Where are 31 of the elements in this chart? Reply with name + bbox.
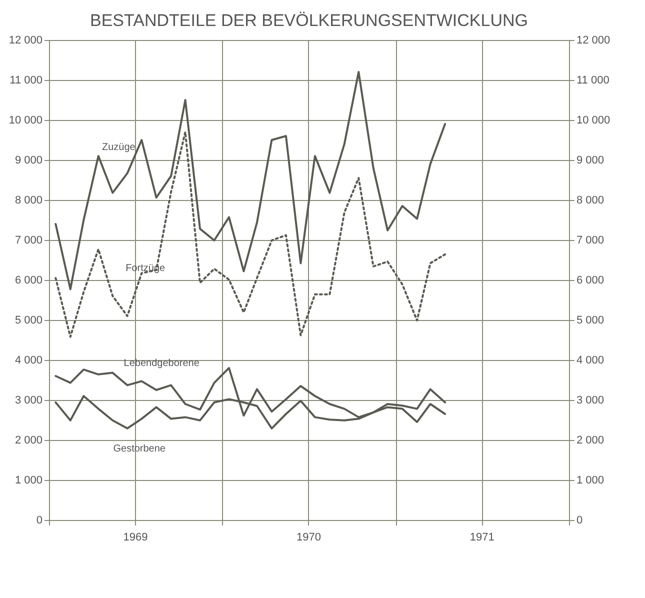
y-tick-label: 6 000: [14, 274, 42, 286]
chart-title: BESTANDTEILE DER BEVÖLKERUNGSENTWICKLUNG: [90, 11, 528, 30]
x-tick-label: 1969: [123, 532, 148, 544]
y-tick-label: 4 000: [14, 354, 42, 366]
y-tick-label: 3 000: [14, 394, 42, 406]
y2-tick-label: 11 000: [576, 74, 610, 86]
y-tick-label: 0: [36, 514, 42, 526]
series-label: Zuzüge: [102, 142, 136, 153]
y-tick-label: 5 000: [14, 314, 42, 326]
y2-tick-label: 1 000: [576, 474, 604, 486]
y2-tick-label: 6 000: [576, 274, 604, 286]
y-tick-label: 10 000: [8, 114, 42, 126]
y2-tick-label: 5 000: [576, 314, 604, 326]
y2-tick-label: 9 000: [576, 154, 604, 166]
y2-tick-label: 8 000: [576, 194, 604, 206]
y2-tick-label: 7 000: [576, 234, 604, 246]
y-tick-label: 9 000: [14, 154, 42, 166]
y-tick-label: 12 000: [8, 34, 42, 46]
y2-tick-label: 4 000: [576, 354, 604, 366]
y2-tick-label: 10 000: [576, 114, 610, 126]
y2-tick-label: 3 000: [576, 394, 604, 406]
y-tick-label: 1 000: [14, 474, 42, 486]
y2-tick-label: 0: [576, 514, 583, 526]
x-tick-label: 1970: [296, 532, 322, 544]
y2-tick-label: 12 000: [576, 34, 610, 46]
x-tick-label: 1971: [470, 532, 494, 544]
y-tick-label: 7 000: [14, 234, 42, 246]
y2-tick-label: 2 000: [576, 434, 604, 446]
y-tick-label: 2 000: [14, 434, 42, 446]
y-tick-label: 11 000: [10, 74, 42, 86]
y-tick-label: 8 000: [14, 194, 42, 206]
